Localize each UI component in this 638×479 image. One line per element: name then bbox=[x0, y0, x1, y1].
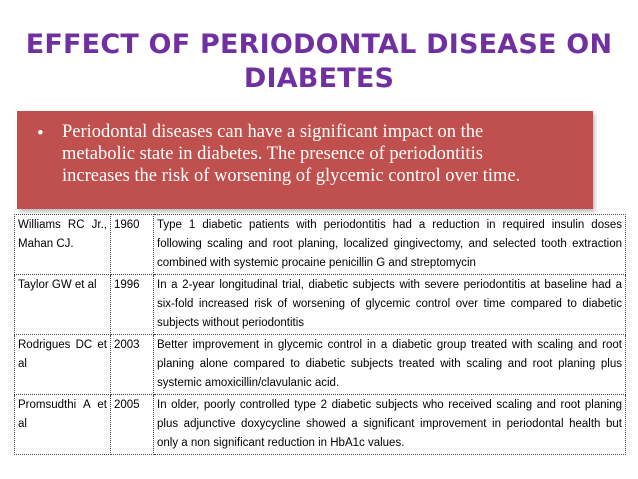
table-row: Rodrigues DC et al 2003 Better improveme… bbox=[14, 334, 626, 395]
finding-cell: In a 2-year longitudinal trial, diabetic… bbox=[153, 274, 626, 335]
references-table: Williams RC Jr., Mahan CJ. 1960 Type 1 d… bbox=[14, 214, 626, 455]
table-row: Taylor GW et al 1996 In a 2-year longitu… bbox=[14, 274, 626, 335]
table-row: Williams RC Jr., Mahan CJ. 1960 Type 1 d… bbox=[14, 214, 626, 275]
bullet-box: • Periodontal diseases can have a signif… bbox=[17, 111, 593, 209]
year-cell: 2003 bbox=[110, 334, 154, 395]
slide-title-line-2: DIABETES bbox=[243, 63, 395, 94]
bullet-line-1: Periodontal diseases can have a signific… bbox=[62, 122, 484, 142]
author-cell: Taylor GW et al bbox=[14, 274, 111, 335]
table-row: Promsudthi A et al 2005 In older, poorly… bbox=[14, 394, 626, 455]
author-cell: Williams RC Jr., Mahan CJ. bbox=[14, 214, 111, 275]
year-cell: 2005 bbox=[110, 394, 154, 455]
bullet-line-2: metabolic state in diabetes. The presenc… bbox=[62, 144, 483, 164]
author-cell: Rodrigues DC et al bbox=[14, 334, 111, 395]
finding-cell: In older, poorly controlled type 2 diabe… bbox=[153, 394, 626, 455]
finding-cell: Type 1 diabetic patients with periodonti… bbox=[153, 214, 626, 275]
slide-title-line-1: EFFECT OF PERIODONTAL DISEASE ON bbox=[25, 29, 613, 60]
year-cell: 1996 bbox=[110, 274, 154, 335]
bullet-text: Periodontal diseases can have a signific… bbox=[62, 121, 587, 187]
year-cell: 1960 bbox=[110, 214, 154, 275]
author-cell: Promsudthi A et al bbox=[14, 394, 111, 455]
slide-title: EFFECT OF PERIODONTAL DISEASE ON DIABETE… bbox=[20, 28, 618, 96]
bullet-line-3: increases the risk of worsening of glyce… bbox=[62, 166, 521, 186]
finding-cell: Better improvement in glycemic control i… bbox=[153, 334, 626, 395]
bullet-marker: • bbox=[37, 123, 44, 144]
